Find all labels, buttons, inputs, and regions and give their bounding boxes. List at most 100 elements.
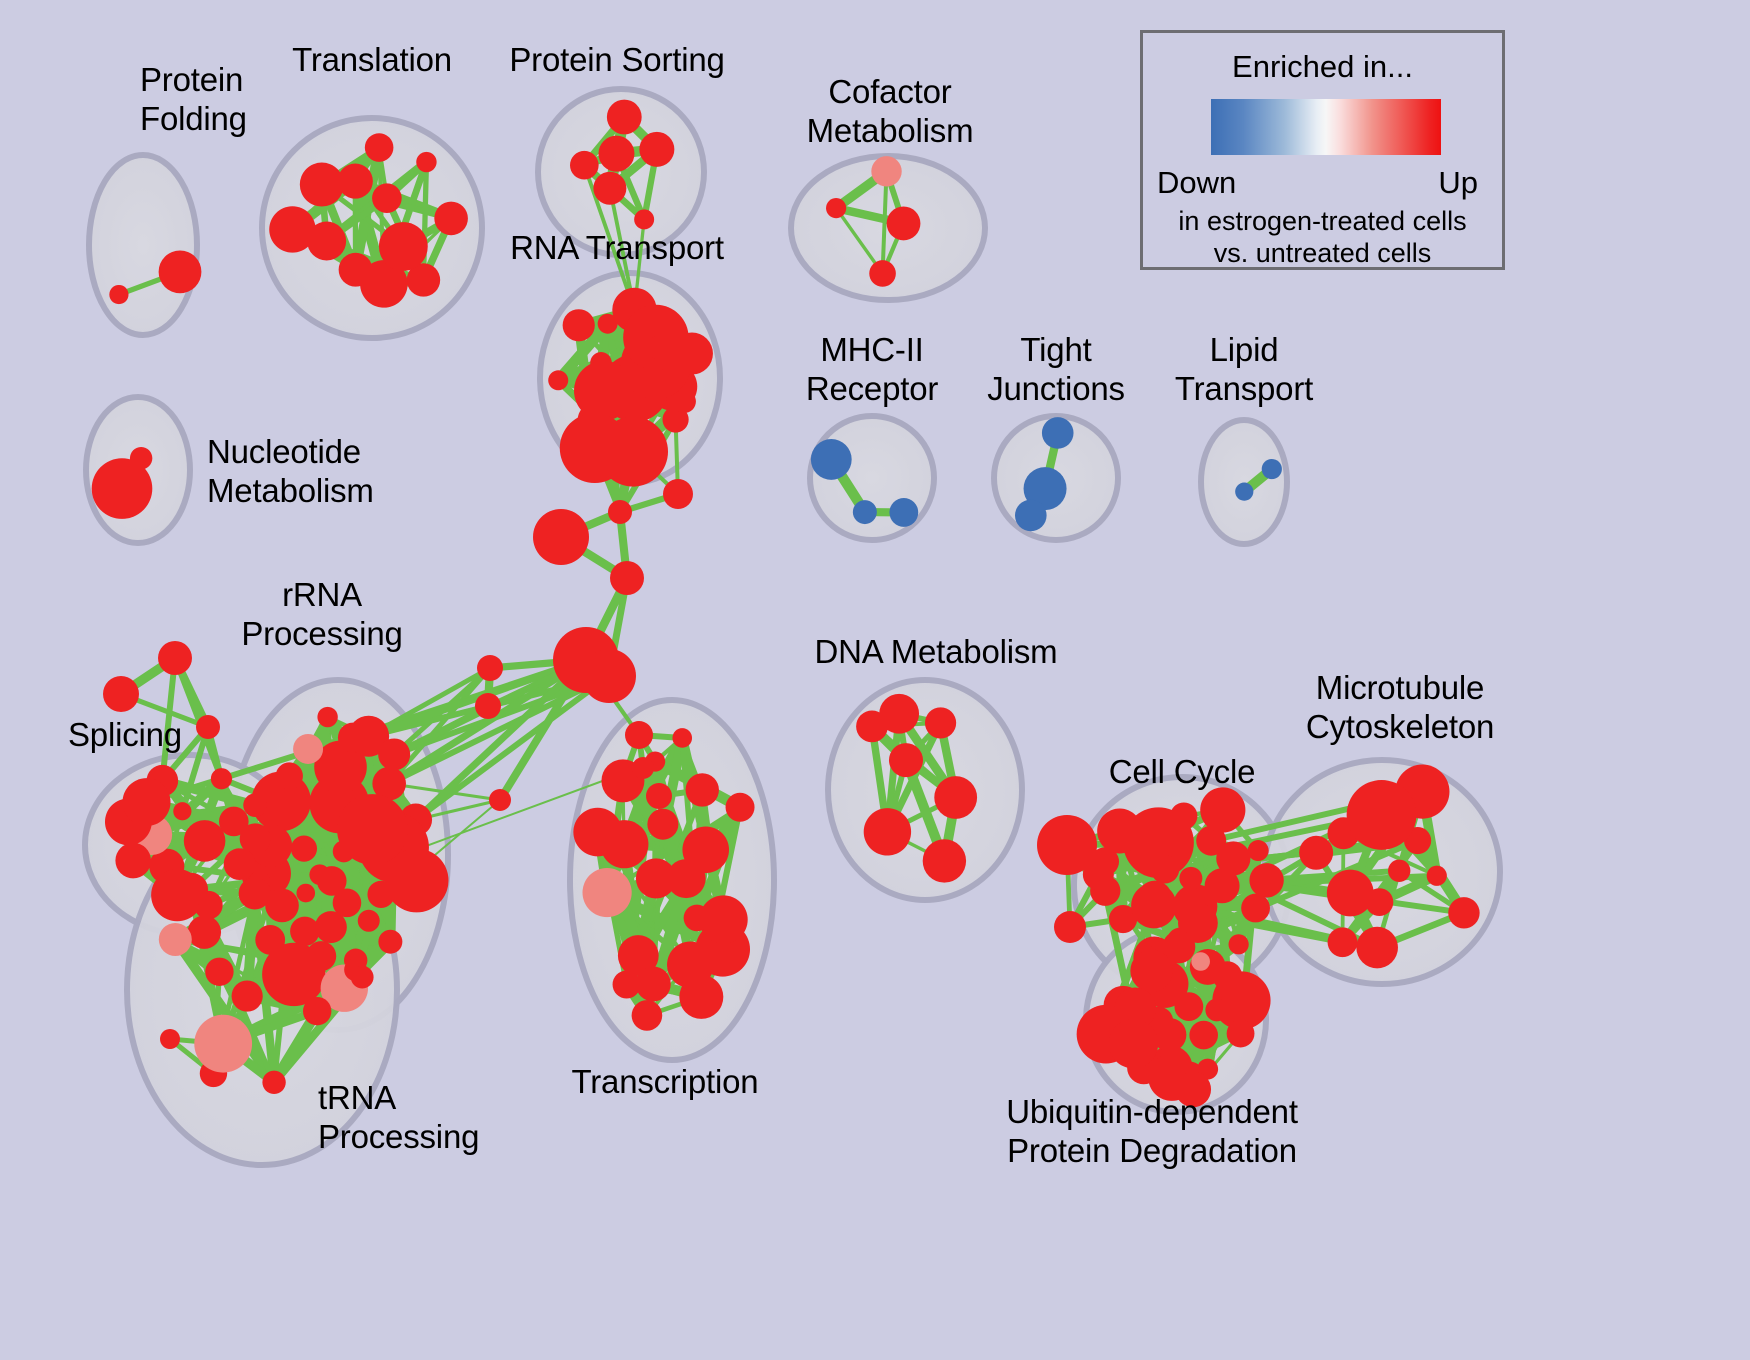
gene-set-node [888, 743, 923, 778]
gene-set-node [679, 974, 724, 1019]
gene-set-node [863, 808, 912, 856]
gene-set-node [378, 738, 411, 771]
gene-set-node [231, 980, 263, 1012]
inter-cluster-edge [159, 655, 178, 784]
gene-set-node [672, 728, 693, 748]
gene-set-node [1015, 499, 1047, 532]
gene-set-node [275, 762, 303, 790]
gene-set-node [475, 693, 501, 719]
gene-set-node [869, 260, 896, 287]
edge [242, 888, 260, 1002]
edge [250, 889, 279, 1087]
gene-set-node [625, 721, 653, 749]
gene-set-node [1108, 1019, 1159, 1069]
gene-set-node [570, 150, 599, 180]
gene-set-node [582, 867, 632, 918]
gene-set-node [582, 649, 636, 703]
gene-set-node [666, 859, 706, 899]
gene-set-node [533, 509, 589, 565]
gene-set-node [115, 842, 152, 879]
cluster-label-tight-junctions: Tight Junctions [987, 331, 1125, 407]
inter-cluster-edge [582, 163, 637, 312]
gene-set-node [1162, 930, 1196, 964]
gene-set-node [617, 935, 659, 976]
gene-set-node [378, 929, 403, 954]
gene-set-node [670, 332, 713, 375]
legend-title: Enriched in... [1232, 49, 1413, 84]
gene-set-node [372, 183, 402, 213]
edge [834, 206, 885, 276]
inter-cluster-edge [412, 656, 590, 824]
gene-set-node [293, 733, 324, 764]
gene-set-node [593, 171, 627, 205]
gene-set-node [635, 966, 671, 1002]
gene-set-node [826, 197, 847, 219]
cluster-label-translation: Translation [292, 41, 452, 78]
cluster-label-trna-processing: tRNA Processing [318, 1079, 480, 1155]
gene-set-node [378, 222, 428, 271]
gene-set-node [109, 284, 129, 305]
gene-set-node [196, 715, 220, 739]
gene-set-node [173, 802, 192, 821]
gene-set-node [598, 135, 635, 172]
gene-set-node [632, 757, 654, 779]
inter-cluster-edge [386, 673, 612, 787]
gene-set-node [384, 848, 449, 913]
gene-set-node [243, 793, 267, 817]
gene-set-node [559, 413, 630, 483]
gene-set-node [1041, 417, 1074, 449]
gene-set-node [299, 162, 344, 207]
legend-low-label: Down [1157, 165, 1237, 200]
edge [420, 159, 430, 283]
gene-set-node [889, 498, 919, 527]
gene-set-node [634, 209, 655, 230]
gene-set-node [1130, 949, 1173, 993]
gene-set-node [573, 360, 634, 421]
gene-set-node [1241, 893, 1270, 923]
gene-set-node [219, 806, 249, 837]
gene-set-node [262, 1070, 286, 1095]
gene-set-node [332, 840, 355, 863]
gene-set-node [314, 740, 367, 794]
legend-caption-line1: in estrogen-treated cells [1178, 206, 1467, 236]
gene-set-node [685, 773, 719, 807]
cluster-label-rna-transport: RNA Transport [510, 229, 724, 266]
gene-set-node [612, 970, 641, 999]
gene-set-node [1247, 840, 1269, 862]
gene-set-node [1327, 927, 1358, 958]
gene-set-node [1191, 952, 1210, 971]
cluster-label-lipid-transport: Lipid Transport [1174, 331, 1314, 407]
gene-set-node [610, 561, 644, 595]
gene-set-node [1235, 482, 1254, 501]
node-layer [91, 99, 1480, 1108]
gene-set-node [302, 996, 332, 1026]
gene-set-node [1326, 869, 1374, 917]
cluster-label-nucleotide-metabolism: Nucleotide Metabolism [207, 433, 374, 509]
gene-set-node [852, 500, 877, 525]
gene-set-node [548, 370, 569, 391]
gene-set-node [434, 201, 468, 236]
gene-set-node [103, 676, 139, 712]
gene-set-node [1082, 858, 1114, 890]
gene-set-node [1097, 808, 1143, 854]
gene-set-node [290, 916, 320, 946]
inter-cluster-edge [412, 673, 612, 823]
gene-set-node [223, 848, 256, 881]
gene-set-node [309, 864, 331, 885]
gene-set-node [1037, 815, 1097, 875]
gene-set-node [174, 872, 209, 907]
gene-set-node [1205, 998, 1229, 1022]
gene-set-node [1023, 467, 1067, 511]
gene-set-node [646, 783, 672, 809]
gene-set-node [187, 915, 222, 949]
legend-caption-line2: vs. untreated cells [1213, 238, 1432, 268]
gene-set-node [1448, 897, 1480, 929]
gene-set-node [317, 706, 338, 728]
cluster-label-protein-sorting: Protein Sorting [509, 41, 725, 78]
gene-set-node [1261, 458, 1282, 480]
gene-set-node [1178, 903, 1218, 943]
gene-set-node [1226, 1019, 1255, 1048]
gene-set-node [1388, 859, 1411, 882]
gene-set-node [871, 156, 902, 187]
